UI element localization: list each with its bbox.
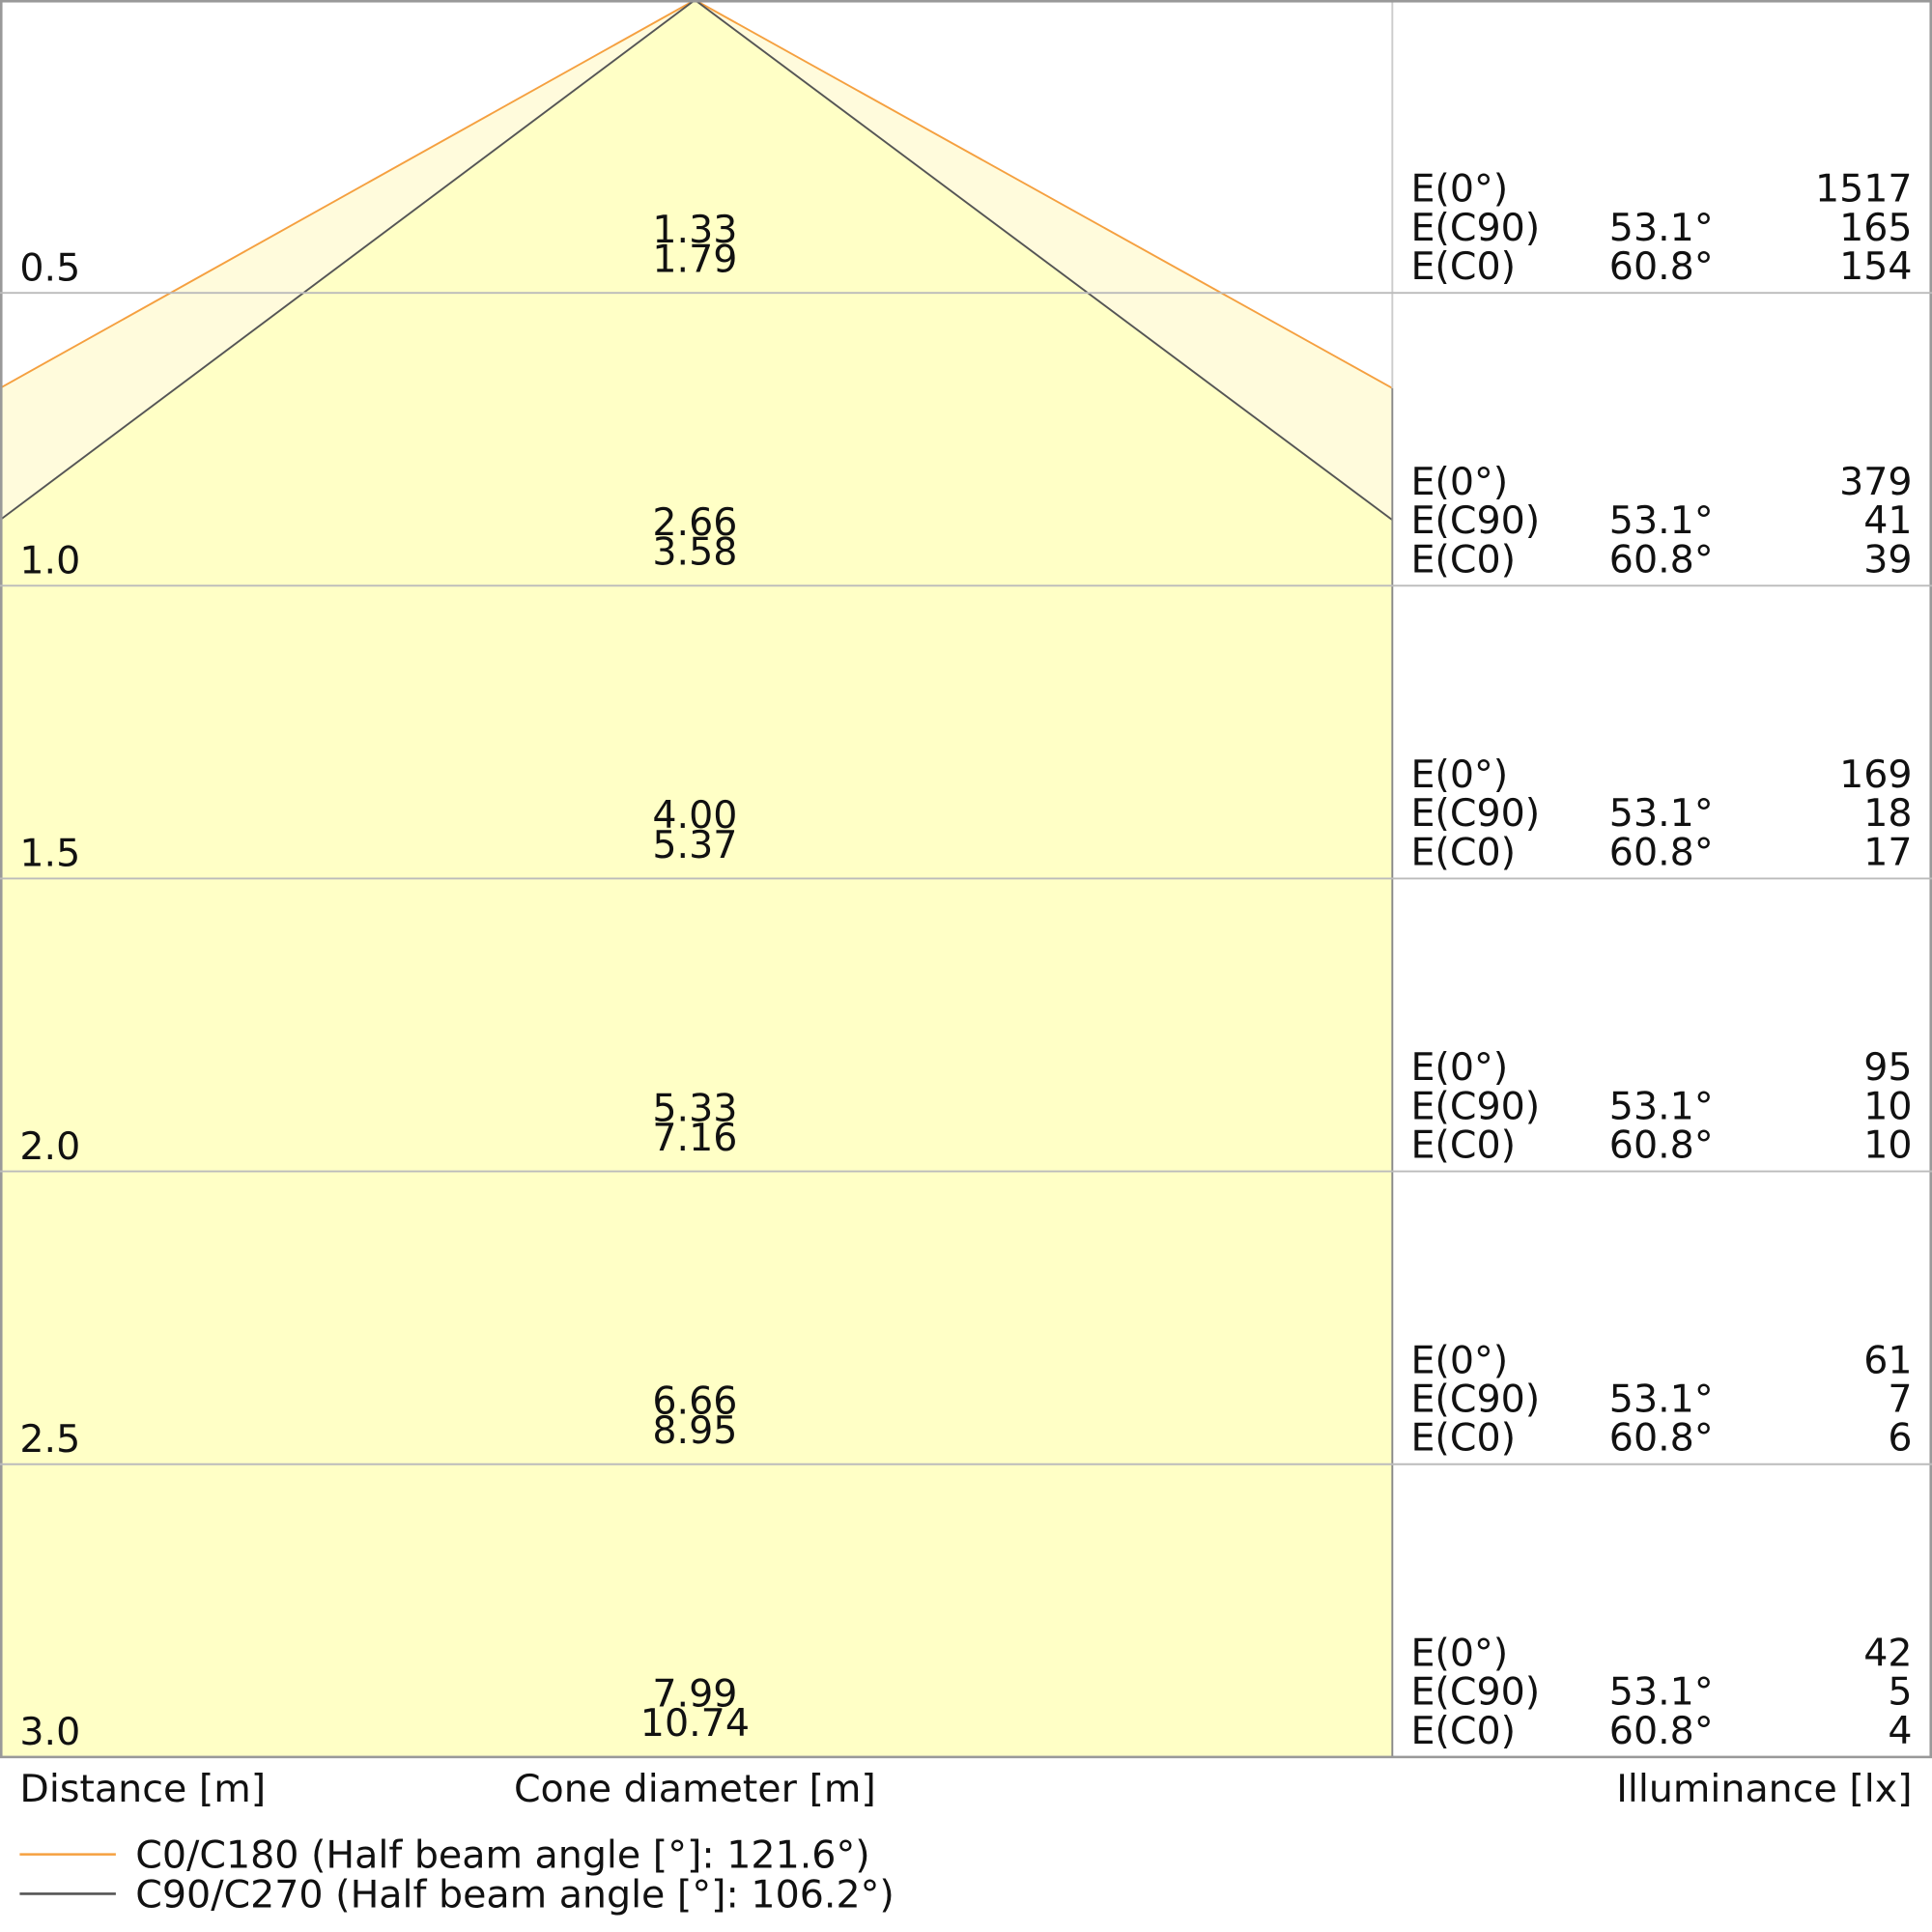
distance-label: 2.5: [19, 1417, 80, 1462]
distance-label: 1.5: [19, 832, 80, 876]
illuminance-value: 42: [1863, 1632, 1912, 1676]
illuminance-value: 169: [1839, 753, 1912, 797]
illuminance-value: 39: [1863, 537, 1912, 582]
illuminance-angle: 60.8°: [1609, 1123, 1714, 1168]
illuminance-label: E(C0): [1410, 244, 1516, 289]
illuminance-value: 6: [1888, 1416, 1912, 1461]
illuminance-angle: 60.8°: [1609, 830, 1714, 874]
illuminance-value: 379: [1839, 460, 1912, 504]
illuminance-angle: 53.1°: [1609, 1084, 1714, 1128]
illuminance-angle: 60.8°: [1609, 537, 1714, 582]
c0-edge: [694, 0, 1393, 389]
illuminance-value: 10: [1863, 1123, 1912, 1168]
illuminance-value: 5: [1888, 1670, 1912, 1715]
distance-label: 3.0: [19, 1710, 80, 1754]
cone-diameter: 3.58: [652, 530, 737, 575]
illuminance-value: 41: [1863, 498, 1912, 543]
cone-diameter: 4.00: [652, 793, 737, 838]
illuminance-label: E(C90): [1410, 206, 1540, 250]
illuminance-label: E(C90): [1410, 1378, 1540, 1422]
cone-diameter: 10.74: [640, 1701, 750, 1746]
cone-diameter: 7.99: [652, 1672, 737, 1717]
illuminance-angle: 53.1°: [1609, 1378, 1714, 1422]
illuminance-label: E(0°): [1410, 1045, 1508, 1090]
legend-label: C90/C270 (Half beam angle [°]: 106.2°): [135, 1872, 895, 1917]
distance-label: 2.0: [19, 1124, 80, 1169]
c90-edge: [0, 0, 696, 522]
illuminance-value: 18: [1863, 791, 1912, 836]
c0-edge: [0, 0, 696, 389]
illuminance-label: E(0°): [1410, 167, 1508, 212]
cone-diameter: 1.33: [652, 208, 737, 252]
illuminance-angle: 60.8°: [1609, 1709, 1714, 1753]
illuminance-label: E(C90): [1410, 1670, 1540, 1715]
illuminance-value: 17: [1863, 830, 1912, 874]
illuminance-value: 61: [1863, 1338, 1912, 1382]
illuminance-label: E(C0): [1410, 1123, 1516, 1168]
illuminance-value: 7: [1888, 1378, 1912, 1422]
illuminance-label: E(C0): [1410, 537, 1516, 582]
cone-diameter: 6.66: [652, 1378, 737, 1423]
illuminance-value: 4: [1888, 1709, 1912, 1753]
illuminance-label: E(0°): [1410, 1632, 1508, 1676]
cone-diameter: 2.66: [652, 500, 737, 545]
axis-label: Illuminance [lx]: [1616, 1767, 1912, 1811]
illuminance-angle: 53.1°: [1609, 206, 1714, 250]
cone-diameter: 7.16: [652, 1116, 737, 1160]
cone-diameter: 8.95: [652, 1408, 737, 1453]
illuminance-value: 165: [1839, 206, 1912, 250]
illuminance-label: E(0°): [1410, 460, 1508, 504]
legend-label: C0/C180 (Half beam angle [°]: 121.6°): [135, 1833, 869, 1878]
illuminance-label: E(C0): [1410, 1709, 1516, 1753]
illuminance-label: E(0°): [1410, 753, 1508, 797]
cone-diameter: 5.33: [652, 1086, 737, 1130]
illuminance-label: E(C90): [1410, 1084, 1540, 1128]
illuminance-angle: 53.1°: [1609, 498, 1714, 543]
illuminance-angle: 60.8°: [1609, 244, 1714, 289]
illuminance-angle: 60.8°: [1609, 1416, 1714, 1461]
illuminance-value: 95: [1863, 1045, 1912, 1090]
distance-label: 1.0: [19, 539, 80, 583]
illuminance-value: 1517: [1815, 167, 1913, 212]
cone-diameter: 5.37: [652, 823, 737, 867]
illuminance-angle: 53.1°: [1609, 791, 1714, 836]
axis-label: Distance [m]: [19, 1767, 266, 1811]
illuminance-value: 10: [1863, 1084, 1912, 1128]
c90-edge: [694, 0, 1393, 522]
illuminance-value: 154: [1839, 244, 1912, 289]
axis-label: Cone diameter [m]: [514, 1767, 876, 1811]
illuminance-label: E(C0): [1410, 830, 1516, 874]
illuminance-label: E(C90): [1410, 791, 1540, 836]
cone-diameter: 1.79: [652, 237, 737, 281]
illuminance-label: E(C90): [1410, 498, 1540, 543]
illuminance-label: E(0°): [1410, 1338, 1508, 1382]
illuminance-label: E(C0): [1410, 1416, 1516, 1461]
distance-label: 0.5: [19, 245, 80, 290]
illuminance-angle: 53.1°: [1609, 1670, 1714, 1715]
